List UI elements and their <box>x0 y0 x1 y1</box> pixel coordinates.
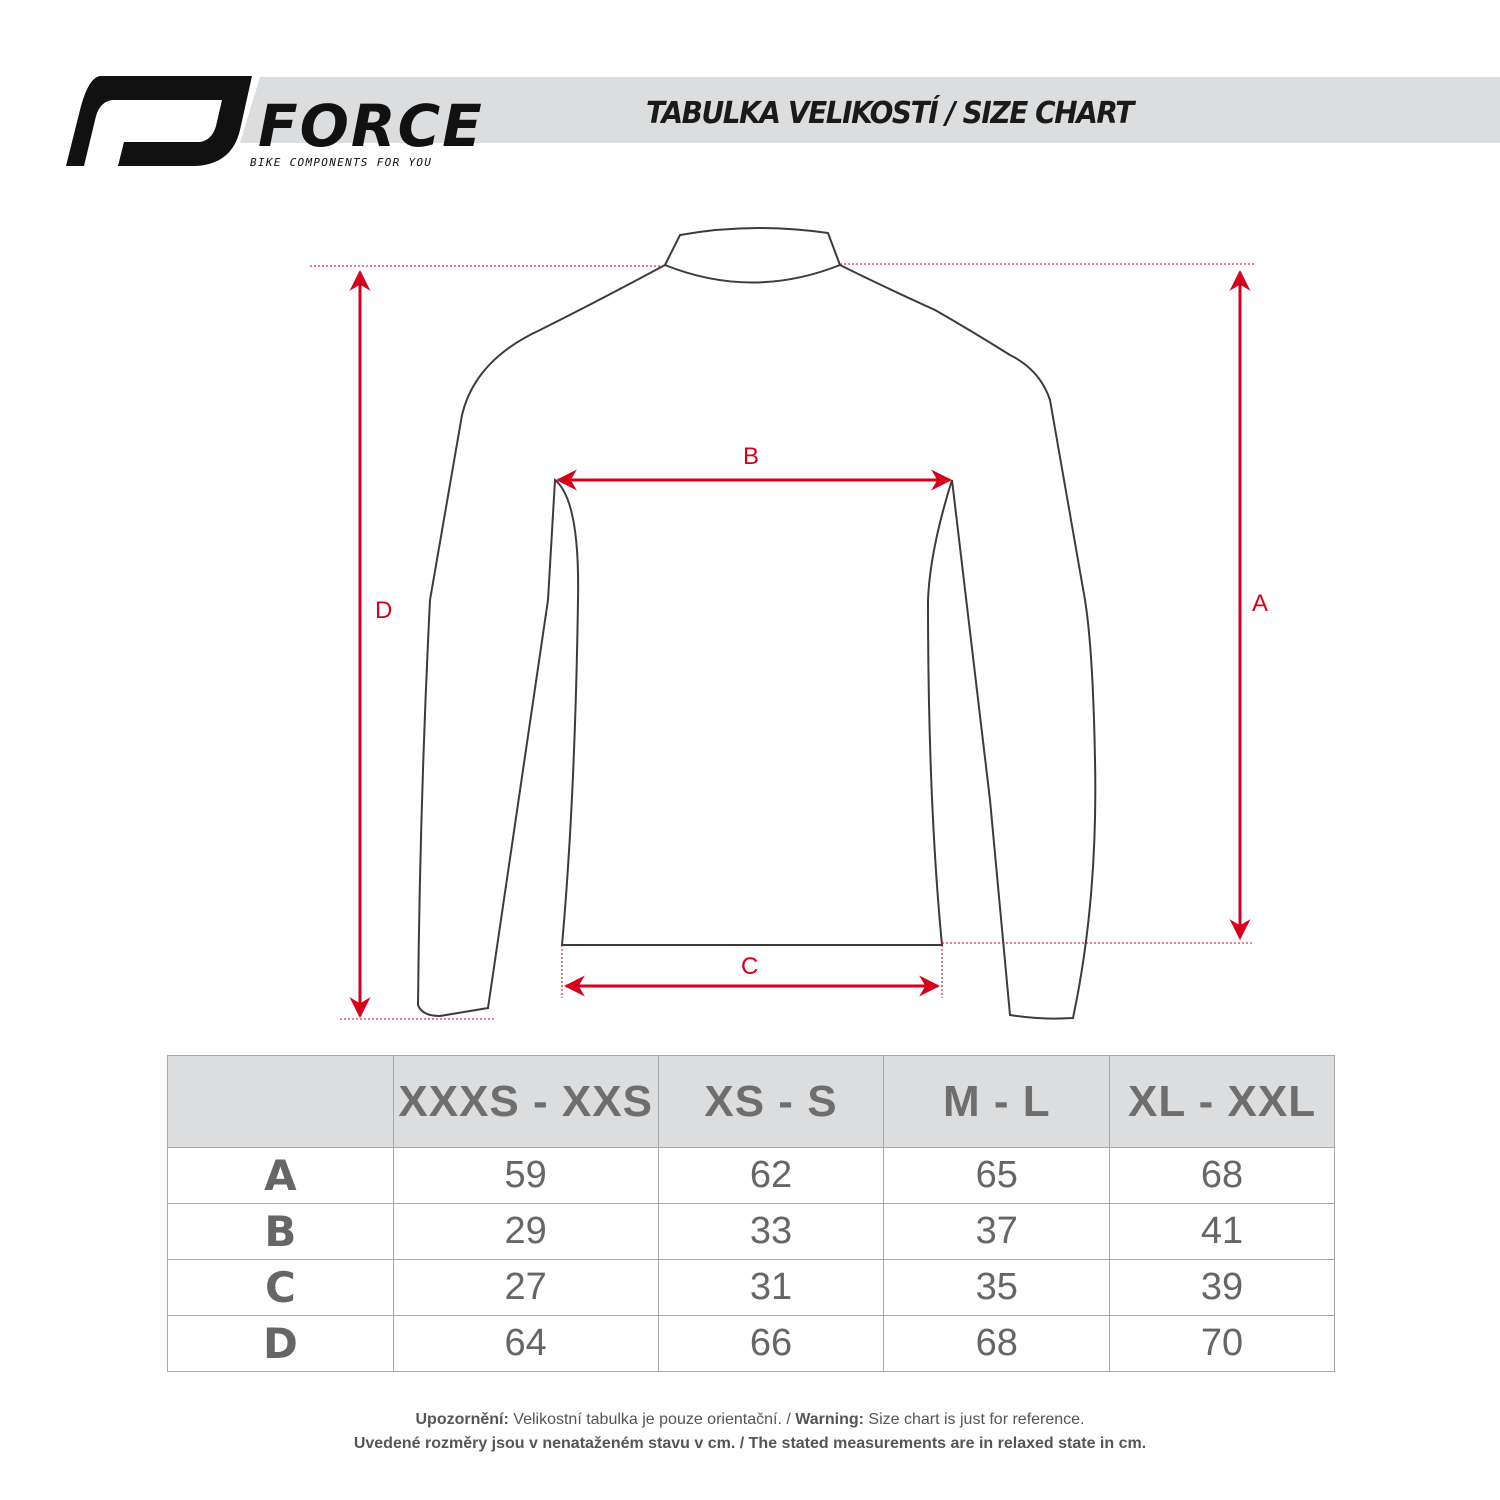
label-b: B <box>743 443 760 470</box>
table-cell: 33 <box>657 1203 885 1260</box>
row-label: C <box>167 1259 394 1316</box>
row-label: B <box>167 1203 394 1260</box>
warning-text-en: Size chart is just for reference. <box>863 1411 1085 1428</box>
table-cell: 39 <box>1109 1259 1335 1316</box>
page-title: TABULKA VELIKOSTÍ / SIZE CHART <box>646 96 1134 131</box>
table-row: C 27 31 35 39 <box>167 1259 1335 1316</box>
table-row: B 29 33 37 41 <box>167 1203 1335 1260</box>
table-cell: 59 <box>392 1147 659 1204</box>
table-header-row: XXXS - XXS XS - S M - L XL - XXL <box>167 1055 1335 1148</box>
row-label: D <box>167 1315 394 1372</box>
brand-tagline: BIKE COMPONENTS FOR YOU <box>250 156 433 169</box>
guide-lines <box>310 263 1255 1020</box>
table-cell: 29 <box>392 1203 659 1260</box>
force-logo-icon <box>66 76 252 166</box>
warning-label-en: Warning: <box>795 1411 864 1428</box>
label-c: C <box>741 953 759 980</box>
table-row: D 64 66 68 70 <box>167 1315 1335 1372</box>
header-banner <box>240 77 1500 143</box>
column-header: XL - XXL <box>1109 1055 1335 1148</box>
row-label: A <box>167 1147 394 1204</box>
table-cell: 68 <box>883 1315 1111 1372</box>
jersey-outline <box>416 226 1097 1020</box>
column-header: XXXS - XXS <box>392 1055 659 1148</box>
label-d: D <box>375 597 393 624</box>
table-row: A 59 62 65 68 <box>167 1147 1335 1204</box>
table-cell: 70 <box>1109 1315 1335 1372</box>
table-cell: 62 <box>657 1147 885 1204</box>
column-header <box>167 1055 394 1148</box>
label-a: A <box>1252 590 1269 617</box>
column-header: XS - S <box>657 1055 885 1148</box>
table-cell: 27 <box>392 1259 659 1316</box>
size-table: XXXS - XXS XS - S M - L XL - XXL A 59 62… <box>167 1055 1335 1372</box>
table-cell: 66 <box>657 1315 885 1372</box>
table-cell: 35 <box>883 1259 1111 1316</box>
jersey-diagram <box>310 226 1255 1020</box>
table-cell: 31 <box>657 1259 885 1316</box>
measure-arrows <box>349 269 1251 1019</box>
brand-name: FORCE <box>258 92 484 160</box>
warning-text-cz: Velikostní tabulka je pouze orientační. … <box>508 1411 796 1428</box>
column-header: M - L <box>883 1055 1111 1148</box>
table-cell: 37 <box>883 1203 1111 1260</box>
measurement-note: Uvedené rozměry jsou v nenataženém stavu… <box>353 1435 1147 1452</box>
table-cell: 41 <box>1109 1203 1335 1260</box>
table-cell: 64 <box>392 1315 659 1372</box>
table-cell: 65 <box>883 1147 1111 1204</box>
warning-note: Upozornění: Velikostní tabulka je pouze … <box>0 1411 1500 1429</box>
warning-label-cz: Upozornění: <box>415 1411 509 1428</box>
table-cell: 68 <box>1109 1147 1335 1204</box>
